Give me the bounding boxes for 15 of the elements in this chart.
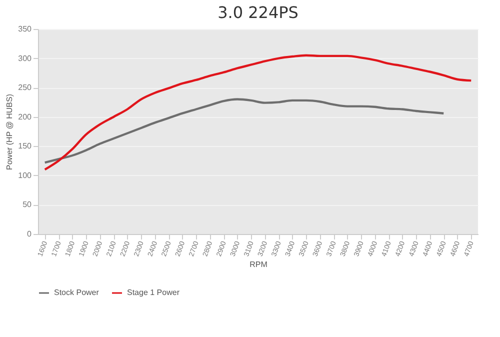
line-series: [44, 98, 445, 164]
chart-title: 3.0 224PS: [218, 3, 298, 22]
legend-label: Stage 1 Power: [127, 288, 180, 297]
y-tick-label: 250: [18, 83, 32, 92]
x-axis-title: RPM: [250, 260, 268, 270]
legend-label: Stock Power: [54, 288, 100, 297]
y-tick-label: 200: [18, 112, 32, 122]
y-tick-label: 50: [22, 200, 32, 210]
y-tick-label: 0: [27, 230, 32, 238]
y-tick-label: 150: [18, 142, 32, 151]
y-tick-label: 100: [18, 170, 32, 180]
y-tick-label: 350: [18, 24, 32, 34]
y-tick-label: 300: [18, 54, 32, 63]
line-series: [44, 54, 472, 171]
y-axis-title: Power (HP @ HUBS): [5, 94, 14, 170]
